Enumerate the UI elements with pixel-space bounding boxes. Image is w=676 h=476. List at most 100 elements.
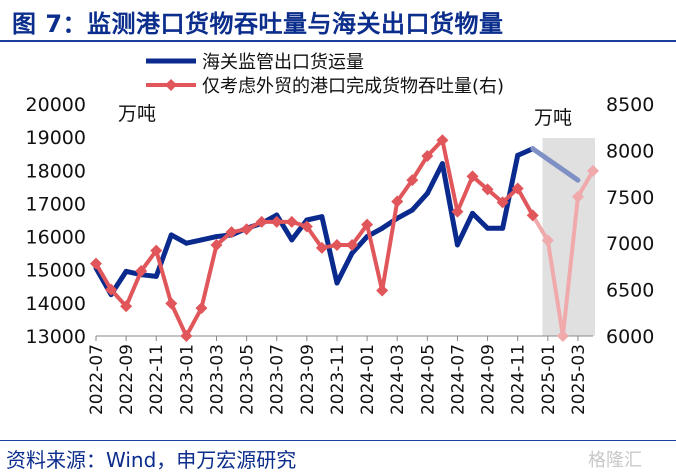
series-2-point — [270, 215, 283, 228]
right-axis: 6000 6500 7000 7500 8000 8500 — [606, 94, 654, 348]
legend-label-series-1: 海关监管出口货运量 — [202, 52, 364, 73]
series-2-point — [330, 239, 343, 252]
series-2-point — [466, 170, 479, 183]
series-2-point — [346, 239, 359, 252]
series-2-point — [285, 215, 298, 228]
x-tick-label: 2022-07 — [87, 344, 107, 415]
series-2-segment — [395, 178, 415, 204]
right-tick-label: 6000 — [606, 326, 654, 348]
series-2-point — [225, 226, 238, 239]
series-1-segment — [515, 146, 536, 158]
series-2-point — [90, 257, 102, 270]
x-tick-label: 2022-11 — [147, 344, 167, 415]
series-2-segment — [199, 243, 219, 311]
series-2-segment — [410, 153, 430, 183]
series-1-segment — [138, 272, 159, 279]
right-tick-label: 7500 — [606, 187, 654, 209]
x-tick-label: 2023-09 — [298, 344, 318, 415]
series-2-point — [526, 209, 539, 222]
series-2-segment — [455, 174, 475, 214]
right-unit-label: 万吨 — [534, 107, 572, 129]
series-2-point — [421, 149, 434, 162]
x-tick-label: 2023-01 — [177, 344, 197, 415]
series-1-segment — [530, 146, 581, 183]
right-tick-label: 8000 — [606, 140, 654, 162]
x-tick-label: 2025-03 — [569, 344, 589, 415]
x-tick-label: 2024-09 — [479, 344, 499, 415]
left-tick-label: 20000 — [26, 94, 86, 116]
source-divider — [0, 440, 676, 441]
series-2-point — [240, 223, 253, 236]
right-tick-label: 8500 — [606, 94, 654, 116]
series-2-point — [511, 182, 524, 195]
series-2-segment — [184, 306, 204, 338]
series-1-segment — [394, 207, 415, 221]
legend-label-series-2: 仅考虑外贸的港口完成货物吞吐量(右) — [202, 76, 504, 97]
series-2-point — [376, 284, 389, 297]
series-2-segment — [169, 301, 189, 338]
x-tick-label: 2023-11 — [328, 344, 348, 415]
series-layer — [90, 134, 599, 342]
source-note: 资料来源：Wind，申万宏源研究 — [6, 448, 297, 472]
x-tick-label: 2024-01 — [358, 344, 378, 415]
series-1-segment — [198, 234, 219, 243]
series-2-point — [195, 302, 208, 315]
series-2-point — [105, 283, 118, 296]
series-2-segment — [575, 168, 595, 199]
series-2-point — [150, 244, 163, 257]
right-tick-label: 6500 — [606, 280, 654, 302]
legend: 海关监管出口货运量 仅考虑外贸的港口完成货物吞吐量(右) — [146, 52, 504, 97]
left-unit-label: 万吨 — [118, 103, 156, 125]
series-1-segment — [168, 232, 189, 246]
series-1-segment — [500, 152, 521, 231]
series-2-segment — [365, 222, 385, 293]
series-2-point — [180, 330, 193, 342]
forecast-shade — [542, 138, 595, 336]
series-2-point — [300, 220, 313, 233]
series-1-segment — [349, 234, 370, 256]
legend-marker-series-2 — [165, 79, 177, 91]
x-tick-label: 2024-11 — [509, 344, 529, 415]
series-1-segment — [409, 190, 430, 213]
series-1-segment — [470, 210, 491, 231]
series-1-segment — [319, 214, 340, 286]
x-axis: 2022-07 2022-09 2022-11 2023-01 2023-03 2023-… — [87, 336, 589, 415]
chart-area: 13000 14000 15000 16000 17000 18000 19000 20000… — [26, 52, 655, 415]
series-2-point — [255, 215, 268, 228]
series-2-point — [436, 134, 449, 147]
left-axis: 13000 14000 15000 16000 17000 18000 19000 20000 — [26, 94, 86, 348]
series-2-point — [541, 234, 554, 247]
series-2-point — [135, 265, 148, 278]
series-1-segment — [304, 214, 325, 223]
series-2-point — [587, 164, 599, 177]
series-2-point — [361, 218, 374, 231]
series-2-segment — [515, 186, 535, 218]
x-tick-label: 2025-01 — [539, 344, 559, 415]
chart-title: 图 7：监测港口货物吞吐量与海关出口货物量 — [12, 10, 504, 38]
series-2-point — [315, 241, 328, 254]
series-1-segment — [183, 237, 204, 246]
series-2-segment — [124, 269, 144, 309]
series-2-point — [165, 297, 178, 310]
x-tick-label: 2023-05 — [238, 344, 258, 415]
series-2-segment — [560, 194, 580, 338]
title-divider — [0, 40, 676, 42]
series-1-segment — [424, 161, 445, 196]
left-tick-label: 19000 — [26, 127, 86, 149]
series-2-point — [391, 195, 404, 208]
watermark: 格隆汇 — [588, 450, 642, 471]
x-tick-label: 2023-07 — [268, 344, 288, 415]
series-2-point — [556, 330, 569, 342]
series-2-point — [406, 174, 419, 187]
series-2-point — [120, 300, 133, 313]
left-tick-label: 17000 — [26, 193, 86, 215]
left-tick-label: 16000 — [26, 227, 86, 249]
x-tick-label: 2024-03 — [388, 344, 408, 415]
x-tick-label: 2024-07 — [448, 344, 468, 415]
series-2-point — [496, 196, 509, 209]
left-tick-label: 18000 — [26, 160, 86, 182]
series-2-segment — [154, 248, 174, 306]
series-2-segment — [530, 213, 550, 243]
series-2-segment — [440, 138, 460, 214]
series-2-point — [571, 190, 584, 203]
